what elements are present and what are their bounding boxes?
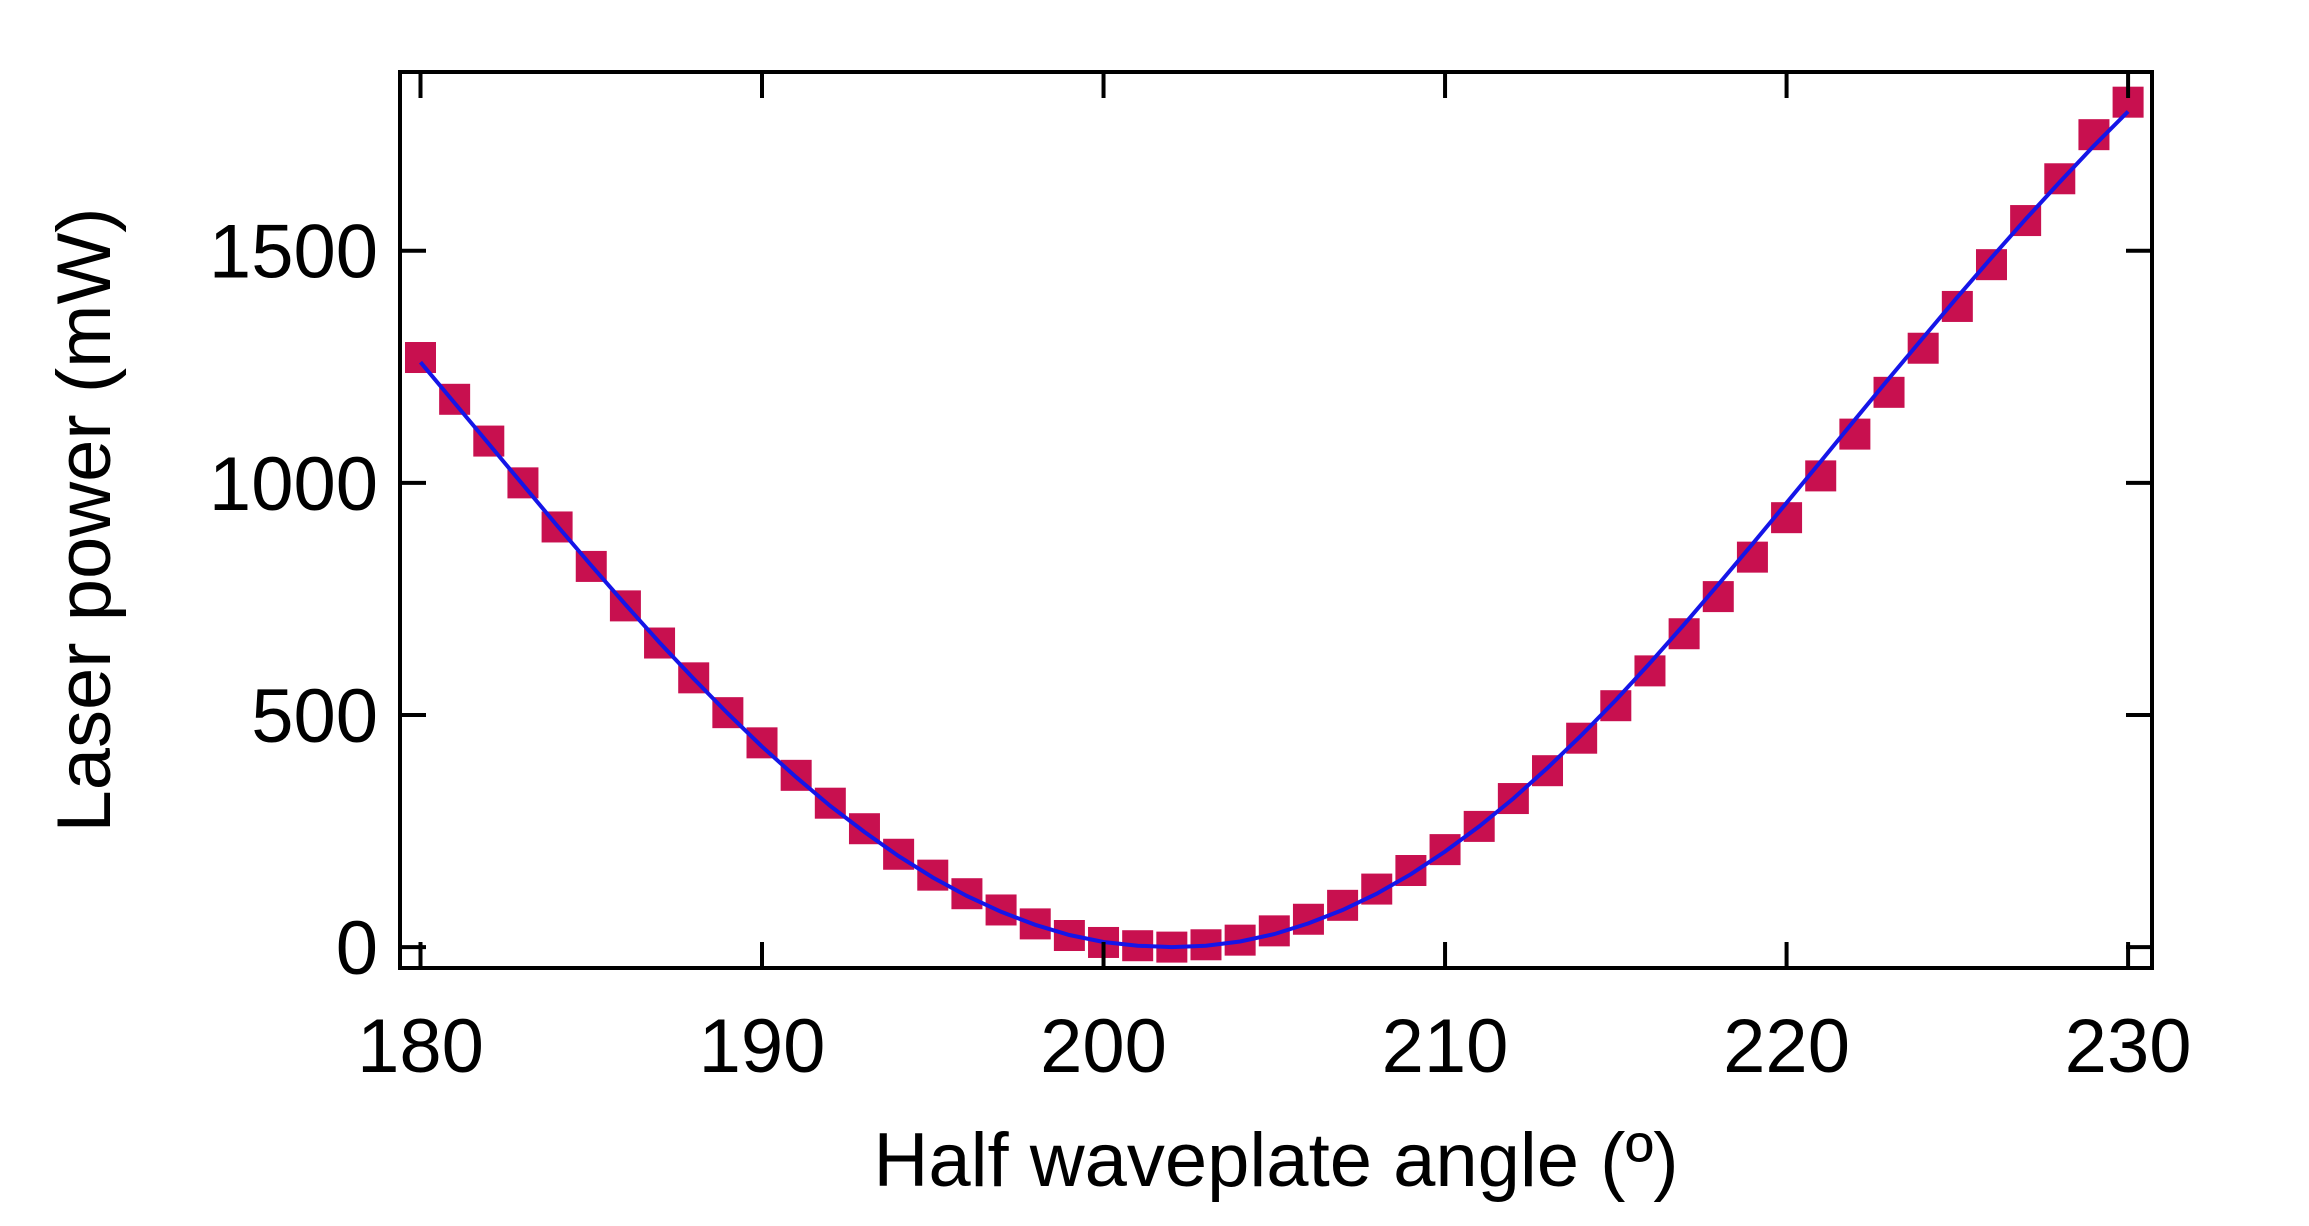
y-axis-ticks: 0 500 1000 1500: [209, 210, 2152, 991]
y-tick-label: 500: [251, 674, 378, 759]
y-tick-label: 1000: [209, 442, 378, 527]
data-point-marker: [951, 878, 983, 910]
fit-curve: [418, 110, 2130, 950]
plot-frame: [398, 70, 2154, 970]
x-tick-label: 200: [1040, 1004, 1167, 1089]
x-tick-label: 220: [1723, 1004, 1850, 1089]
x-tick-label: 190: [699, 1004, 826, 1089]
y-axis-title: Laser power (mW): [42, 208, 127, 833]
data-point-marker: [1975, 249, 2007, 281]
data-point-marker: [404, 342, 436, 374]
data-point-marker: [1600, 690, 1632, 722]
fit-line: [418, 110, 2130, 950]
y-tick-label: 0: [336, 906, 378, 991]
x-tick-label: 180: [357, 1004, 484, 1089]
x-tick-label: 210: [1382, 1004, 1509, 1089]
data-point-marker: [1566, 722, 1598, 754]
x-tick-label: 230: [2065, 1004, 2192, 1089]
y-tick-label: 1500: [209, 210, 378, 295]
data-markers: [404, 86, 2144, 963]
x-axis-title: Half waveplate angle (º): [873, 1118, 1678, 1203]
x-axis-ticks: 180 190 200 210 220 230: [357, 72, 2191, 1089]
